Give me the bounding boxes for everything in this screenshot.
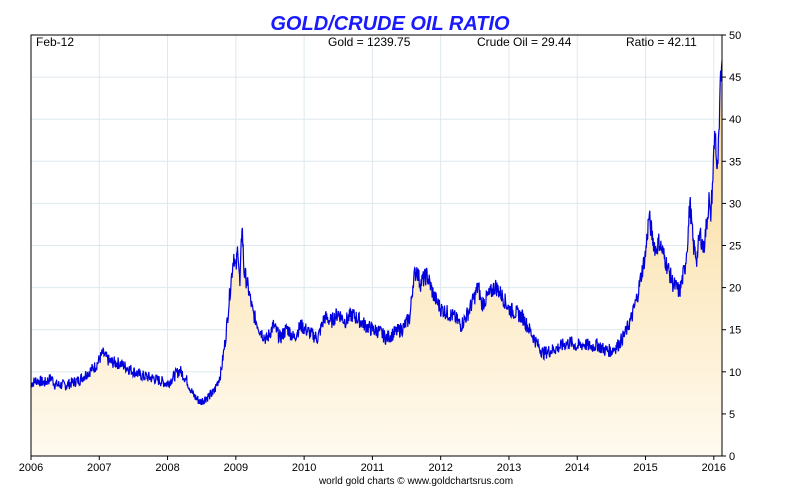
- y-tick-label: 40: [729, 114, 741, 126]
- data-point: [714, 127, 716, 129]
- y-axis-ticks: 0 5 10 15 20 25 30 35 40 45 50: [722, 30, 741, 463]
- x-tick-label: 2014: [565, 462, 589, 474]
- x-tick-label: 2011: [361, 462, 385, 474]
- x-tick-label: 2007: [87, 462, 111, 474]
- header-gold: Gold = 1239.75: [328, 35, 411, 49]
- y-tick-label: 50: [729, 30, 741, 42]
- data-point: [241, 221, 243, 223]
- chart-title: GOLD/CRUDE OIL RATIO: [270, 13, 510, 35]
- x-tick-label: 2013: [497, 462, 521, 474]
- x-tick-label: 2015: [633, 462, 657, 474]
- y-tick-label: 0: [729, 451, 735, 463]
- y-tick-label: 5: [729, 409, 735, 421]
- y-tick-label: 35: [729, 156, 741, 168]
- header-date: Feb-12: [36, 35, 74, 49]
- source-credit: world gold charts © www.goldchartsrus.co…: [318, 476, 513, 487]
- header-ratio: Ratio = 42.11: [626, 35, 697, 49]
- y-tick-label: 15: [729, 325, 741, 337]
- y-tick-label: 25: [729, 241, 741, 253]
- header-oil: Crude Oil = 29.44: [477, 35, 572, 49]
- x-tick-label: 2010: [292, 462, 316, 474]
- x-tick-label: 2012: [428, 462, 452, 474]
- y-tick-label: 10: [729, 367, 741, 379]
- y-tick-label: 20: [729, 283, 741, 295]
- x-tick-label: 2008: [155, 462, 179, 474]
- x-axis-ticks: 2006 2007 2008 2009 2010 2011 2012 2013 2014 2015…: [19, 456, 726, 474]
- y-tick-label: 30: [729, 198, 741, 210]
- x-tick-label: 2006: [19, 462, 43, 474]
- x-tick-label: 2009: [224, 462, 248, 474]
- ratio-line: [30, 60, 723, 406]
- x-tick-label: 2016: [702, 462, 726, 474]
- y-tick-label: 45: [729, 72, 741, 84]
